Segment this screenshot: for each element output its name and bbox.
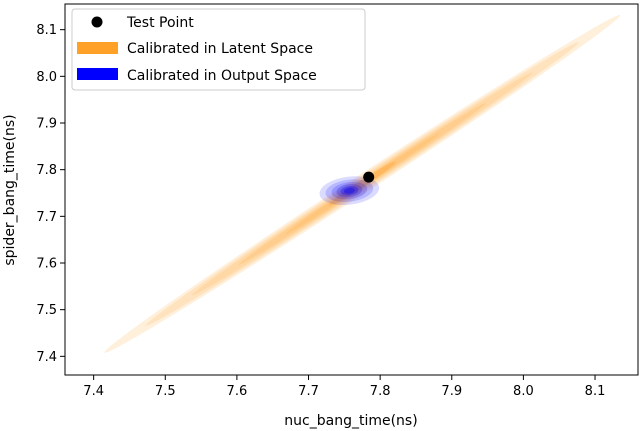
y-tick-label: 7.6 bbox=[36, 257, 57, 272]
x-tick-label: 7.5 bbox=[155, 384, 176, 399]
y-tick-label: 7.4 bbox=[36, 350, 57, 365]
legend-frame bbox=[71, 8, 366, 91]
latent-density bbox=[104, 15, 621, 353]
x-tick-label: 7.7 bbox=[298, 384, 319, 399]
x-tick-label: 8.0 bbox=[513, 384, 534, 399]
y-tick-label: 8.0 bbox=[36, 70, 57, 85]
x-tick-label: 7.6 bbox=[227, 384, 248, 399]
latent-contour-1 bbox=[145, 42, 579, 326]
y-tick-label: 7.5 bbox=[36, 303, 57, 318]
latent-contour-2 bbox=[192, 72, 533, 296]
legend-swatch-latent bbox=[77, 42, 118, 54]
axis-ticks: 7.4 7.5 7.6 7.7 7.8 7.9 8.0 8.1 7.4 7.5 7.6 7.7 7.8 7… bbox=[36, 23, 605, 399]
legend-label-latent: Calibrated in Latent Space bbox=[127, 41, 313, 57]
plot-area bbox=[104, 15, 621, 353]
y-tick-label: 7.7 bbox=[36, 210, 57, 225]
y-axis-label: spider_bang_time(ns) bbox=[2, 114, 18, 265]
output-contour-4 bbox=[340, 185, 359, 196]
legend-marker-test-point bbox=[91, 16, 103, 28]
x-tick-label: 7.4 bbox=[83, 384, 104, 399]
legend-label-test-point: Test Point bbox=[126, 15, 194, 31]
y-tick-label: 7.8 bbox=[36, 163, 57, 178]
latent-contour-0 bbox=[104, 15, 621, 353]
y-tick-label: 7.9 bbox=[36, 117, 57, 132]
output-contour-2 bbox=[331, 181, 368, 200]
x-axis-label: nuc_bang_time(ns) bbox=[284, 413, 417, 429]
output-density bbox=[319, 176, 380, 206]
output-contour-3 bbox=[336, 184, 363, 198]
test-point-marker bbox=[363, 171, 375, 183]
legend: Test Point Calibrated in Latent Space Ca… bbox=[71, 8, 366, 91]
plot-frame bbox=[64, 3, 639, 376]
latent-contour-core bbox=[328, 161, 396, 206]
output-contour-5 bbox=[343, 187, 355, 194]
legend-label-output: Calibrated in Output Space bbox=[127, 68, 317, 84]
x-tick-label: 8.1 bbox=[585, 384, 606, 399]
y-tick-label: 8.1 bbox=[36, 23, 57, 38]
latent-contour-3 bbox=[238, 102, 487, 265]
output-contour-0 bbox=[319, 176, 380, 206]
x-tick-label: 7.8 bbox=[370, 384, 391, 399]
output-contour-1 bbox=[325, 179, 374, 202]
x-tick-label: 7.9 bbox=[441, 384, 462, 399]
legend-swatch-output bbox=[77, 68, 118, 80]
latent-contour-4 bbox=[284, 133, 440, 235]
